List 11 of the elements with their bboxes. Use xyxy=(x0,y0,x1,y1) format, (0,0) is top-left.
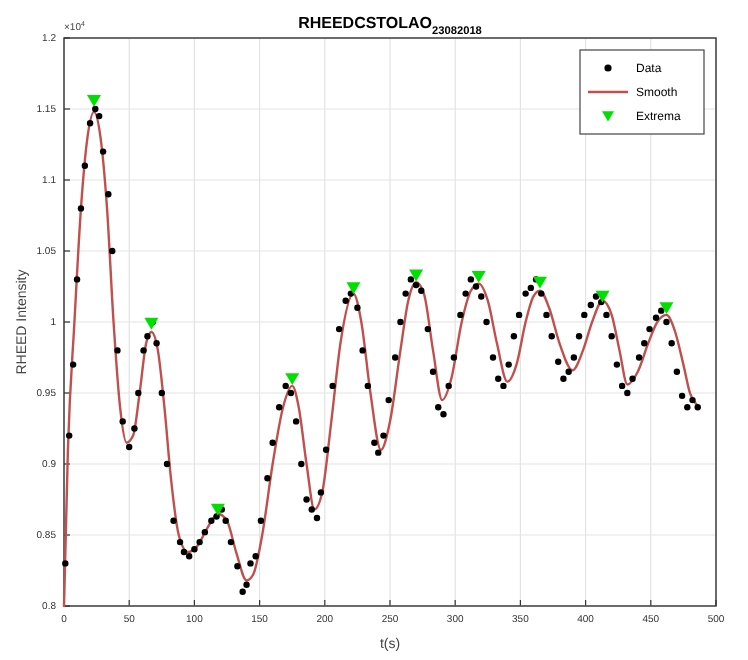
point xyxy=(595,290,610,303)
point xyxy=(659,302,674,315)
point xyxy=(409,269,424,282)
point xyxy=(346,282,361,295)
point xyxy=(144,317,159,330)
point xyxy=(471,270,486,283)
chart-title: RHEEDCSTOLAO$_{23082018}$ xyxy=(298,14,482,38)
point xyxy=(86,94,101,107)
point xyxy=(210,503,225,516)
point xyxy=(285,373,300,386)
point xyxy=(532,276,547,289)
